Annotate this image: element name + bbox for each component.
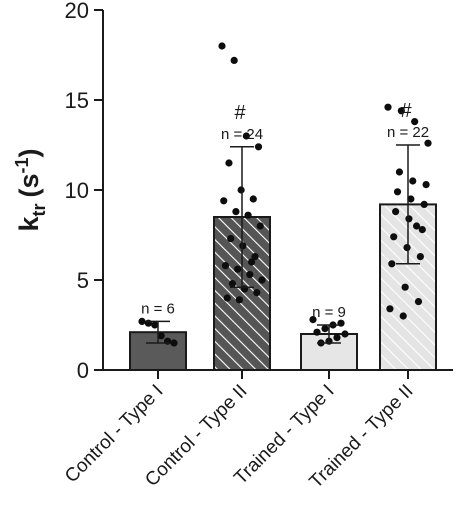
data-point xyxy=(235,296,243,304)
data-point xyxy=(399,312,407,320)
data-point xyxy=(411,118,419,126)
data-point xyxy=(251,253,259,261)
y-tick-label: 5 xyxy=(77,268,89,293)
data-point xyxy=(227,235,235,243)
data-point xyxy=(254,143,263,151)
data-point xyxy=(247,258,256,266)
data-point xyxy=(422,181,430,189)
y-tick-label: 15 xyxy=(65,88,89,113)
data-point xyxy=(405,215,413,223)
data-point xyxy=(218,42,226,50)
data-point xyxy=(258,276,266,284)
data-point xyxy=(397,107,405,115)
data-point xyxy=(232,208,240,216)
data-point xyxy=(138,317,146,325)
svg-text:ktr(s-1): ktr(s-1) xyxy=(12,148,49,231)
data-point xyxy=(249,195,257,203)
data-points xyxy=(138,42,432,347)
data-point xyxy=(416,253,424,261)
data-point xyxy=(395,168,404,176)
data-point xyxy=(393,188,402,196)
y-axis: 0 5 10 15 20 xyxy=(65,0,104,383)
data-point xyxy=(341,330,349,338)
y-tick-label: 20 xyxy=(65,0,89,23)
data-point xyxy=(157,332,165,340)
y-tick-label: 10 xyxy=(65,178,89,203)
data-point xyxy=(412,222,421,230)
data-point xyxy=(407,195,415,203)
data-point xyxy=(220,197,228,205)
data-point xyxy=(414,298,423,306)
data-point xyxy=(409,177,417,185)
data-point xyxy=(333,334,341,342)
data-point xyxy=(388,260,396,268)
data-point xyxy=(420,200,428,208)
data-point xyxy=(223,294,231,302)
data-point xyxy=(230,56,238,64)
data-point xyxy=(392,208,400,216)
data-point xyxy=(384,103,392,111)
data-point xyxy=(228,280,237,288)
error-bars xyxy=(146,144,420,344)
data-point xyxy=(170,339,178,347)
n-label: n = 22 xyxy=(387,124,429,141)
data-point xyxy=(401,283,409,291)
significance-mark: # xyxy=(400,100,412,122)
data-point xyxy=(321,325,329,333)
n-label: n = 9 xyxy=(312,304,346,321)
significance-mark: # xyxy=(234,102,246,124)
data-point xyxy=(246,271,254,279)
data-point xyxy=(242,132,250,140)
data-point xyxy=(151,321,159,329)
data-point xyxy=(386,305,394,313)
y-axis-label: ktr(s-1) xyxy=(12,148,49,231)
data-point xyxy=(225,159,233,167)
n-label: n = 6 xyxy=(141,300,175,317)
data-point xyxy=(313,328,321,336)
annotations: n = 6 n = 24 # n = 9 n = 22 # xyxy=(141,100,429,321)
data-point xyxy=(244,211,252,219)
y-tick-label: 0 xyxy=(77,358,89,383)
data-point xyxy=(403,244,411,252)
data-point xyxy=(234,265,242,273)
n-label: n = 24 xyxy=(221,126,263,143)
data-point xyxy=(256,222,264,230)
data-point xyxy=(239,242,247,250)
data-point xyxy=(418,226,426,234)
data-point xyxy=(221,262,230,270)
data-point xyxy=(237,186,245,194)
data-point xyxy=(390,233,398,241)
data-point xyxy=(253,289,261,297)
data-point xyxy=(424,139,432,147)
data-point xyxy=(309,316,317,324)
